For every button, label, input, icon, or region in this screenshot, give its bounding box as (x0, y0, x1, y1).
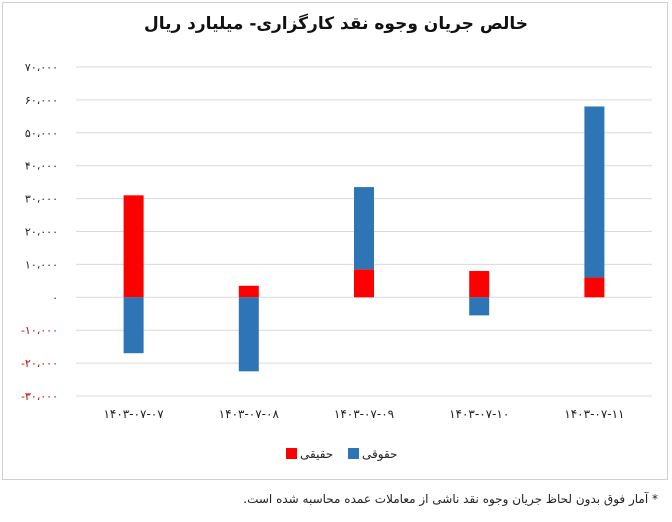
legend-label-haghighi: حقیقی (300, 447, 333, 461)
legend-label-hoghooghi: حقوقی (362, 447, 397, 462)
x-tick-label: ۱۴۰۳-۰۷-۱۰ (449, 407, 509, 421)
y-tick-label: ۷۰،۰۰۰ (25, 61, 58, 74)
bar-hoghooghi (123, 297, 144, 354)
bar-hoghooghi (469, 297, 490, 316)
bar-hoghooghi (354, 187, 374, 270)
legend-swatch-haghighi (286, 448, 297, 459)
footnote: * آمار فوق بدون لحاظ جریان وجوه نقد ناشی… (243, 492, 658, 506)
y-tick-label: ۰ (52, 291, 58, 304)
y-tick-label: ۵۰،۰۰۰ (25, 127, 58, 140)
chart-title: خالص جریان وجوه نقد کارگزاری- میلیارد ری… (143, 14, 529, 34)
x-tick-label: ۱۴۰۳-۰۷-۰۹ (334, 407, 394, 421)
bar-haghighi (584, 277, 605, 298)
x-tick-label: ۱۴۰۳-۰۷-۱۱ (564, 407, 624, 421)
chart-frame (2, 2, 668, 480)
legend-swatch-hoghooghi (348, 448, 359, 459)
y-tick-label: ۳۰،۰۰۰ (25, 193, 58, 206)
x-tick-label: ۱۴۰۳-۰۷-۰۷ (103, 407, 164, 421)
bar-haghighi (354, 269, 374, 298)
bar-hoghooghi (584, 106, 605, 278)
bar-haghighi (238, 285, 259, 298)
bar-hoghooghi (238, 297, 259, 372)
y-tick-label: ۱۰،۰۰۰ (25, 258, 58, 271)
y-tick-label: ۴۰،۰۰۰ (25, 160, 58, 173)
bar-haghighi (469, 270, 490, 298)
y-tick-label: -۱۰،۰۰۰ (21, 324, 58, 337)
y-tick-label: ۲۰،۰۰۰ (25, 226, 58, 239)
y-tick-label: -۲۰،۰۰۰ (21, 357, 58, 370)
bar-haghighi (123, 195, 144, 298)
y-tick-label: ۶۰،۰۰۰ (25, 94, 58, 107)
x-tick-label: ۱۴۰۳-۰۷-۰۸ (219, 407, 280, 421)
y-tick-label: -۳۰،۰۰۰ (21, 390, 58, 403)
